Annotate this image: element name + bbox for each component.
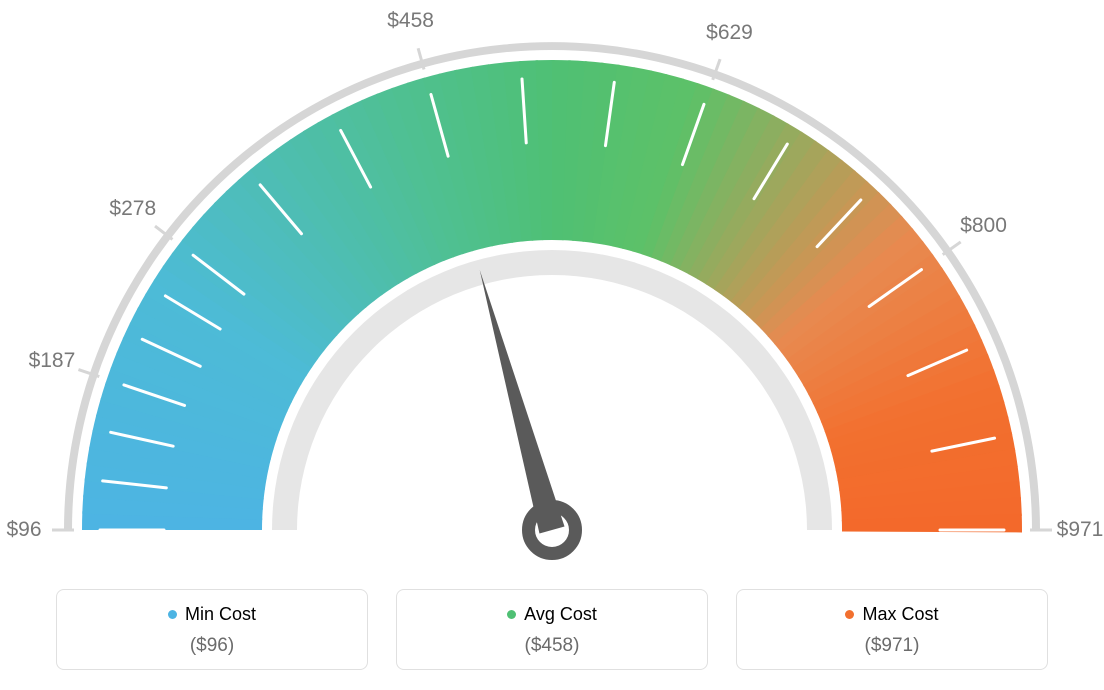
legend-max-dot — [845, 610, 854, 619]
legend-avg-dot — [507, 610, 516, 619]
gauge-tick-label: $800 — [960, 214, 1007, 238]
legend-min-label: Min Cost — [185, 604, 256, 625]
gauge-tick-label: $629 — [706, 21, 753, 45]
gauge-area: $96 $187 $278 $458 $629 $800 $971 — [0, 0, 1104, 560]
gauge-svg — [0, 0, 1104, 560]
legend-max-label: Max Cost — [862, 604, 938, 625]
legend-min-label-row: Min Cost — [168, 604, 256, 625]
gauge-tick-label: $971 — [1057, 518, 1104, 542]
legend-row: Min Cost ($96) Avg Cost ($458) Max Cost … — [0, 589, 1104, 670]
gauge-tick-label: $278 — [109, 197, 156, 221]
legend-max-value: ($971) — [737, 635, 1047, 657]
gauge-tick-label: $96 — [6, 518, 41, 542]
legend-avg-value: ($458) — [397, 635, 707, 657]
legend-max-label-row: Max Cost — [845, 604, 938, 625]
legend-min-value: ($96) — [57, 635, 367, 657]
chart-container: $96 $187 $278 $458 $629 $800 $971 Min Cost ($9… — [0, 0, 1104, 690]
legend-min-dot — [168, 610, 177, 619]
legend-min: Min Cost ($96) — [56, 589, 368, 670]
gauge-tick-label: $458 — [387, 9, 434, 33]
legend-max: Max Cost ($971) — [736, 589, 1048, 670]
legend-avg-label-row: Avg Cost — [507, 604, 597, 625]
legend-avg-label: Avg Cost — [524, 604, 597, 625]
legend-avg: Avg Cost ($458) — [396, 589, 708, 670]
gauge-tick-label: $187 — [29, 349, 76, 373]
